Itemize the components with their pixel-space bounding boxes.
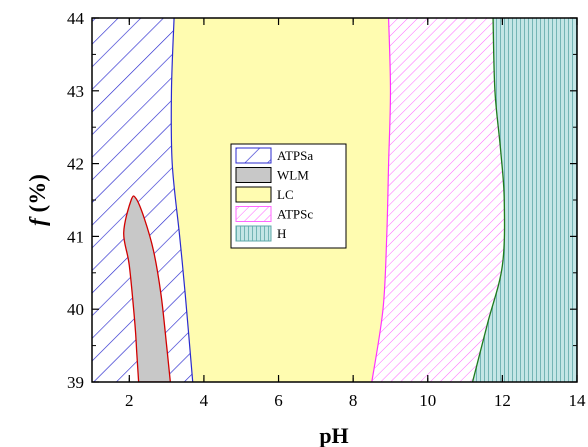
- boundary-atpsa-lc: [170, 18, 194, 382]
- y-tick-label: 39: [67, 373, 84, 392]
- legend-label-h: H: [277, 226, 286, 241]
- legend-label-atpsa: ATPSa: [277, 148, 313, 163]
- legend-swatch-atpsa: [235, 147, 272, 164]
- legend-swatch-wlm: [235, 167, 272, 183]
- x-axis-title: pH: [319, 423, 348, 447]
- y-tick-label: 43: [67, 82, 84, 101]
- x-tick-label: 6: [274, 391, 283, 410]
- legend-swatch-h: [235, 225, 272, 242]
- legend: ATPSa WLM LC ATPSc H: [230, 143, 347, 249]
- y-axis-title-symbol: f: [25, 216, 50, 226]
- region-h: [472, 18, 577, 382]
- boundary-atpsc-h: [471, 18, 506, 382]
- y-axis-title-unit: (%): [25, 174, 50, 218]
- x-tick-label: 14: [569, 391, 587, 410]
- region-wlm: [123, 195, 171, 382]
- x-tick-label: 8: [349, 391, 358, 410]
- boundary-lc-atpsc: [371, 18, 392, 382]
- x-tick-label: 10: [419, 391, 436, 410]
- legend-items: ATPSa WLM LC ATPSc H: [235, 147, 313, 242]
- axis-tick-labels: 2 4 6 8 10 12 14 39 40 41 42 43 44: [67, 9, 586, 410]
- region-atpsa: [92, 18, 193, 382]
- legend-label-lc: LC: [277, 187, 294, 202]
- legend-swatch-lc: [235, 186, 272, 203]
- y-tick-label: 40: [67, 300, 84, 319]
- region-atpsc: [371, 18, 505, 382]
- y-tick-label: 42: [67, 155, 84, 174]
- y-tick-label: 41: [67, 227, 84, 246]
- y-axis-title: f (%): [25, 174, 50, 226]
- y-tick-label: 44: [67, 9, 85, 28]
- phase-regions: [92, 18, 577, 382]
- x-tick-label: 4: [200, 391, 209, 410]
- axis-ticks: [92, 17, 578, 383]
- x-tick-label: 12: [494, 391, 511, 410]
- legend-label-wlm: WLM: [277, 168, 309, 183]
- legend-swatch-atpsc: [235, 206, 272, 222]
- x-tick-label: 2: [125, 391, 134, 410]
- legend-label-atpsc: ATPSc: [277, 207, 313, 222]
